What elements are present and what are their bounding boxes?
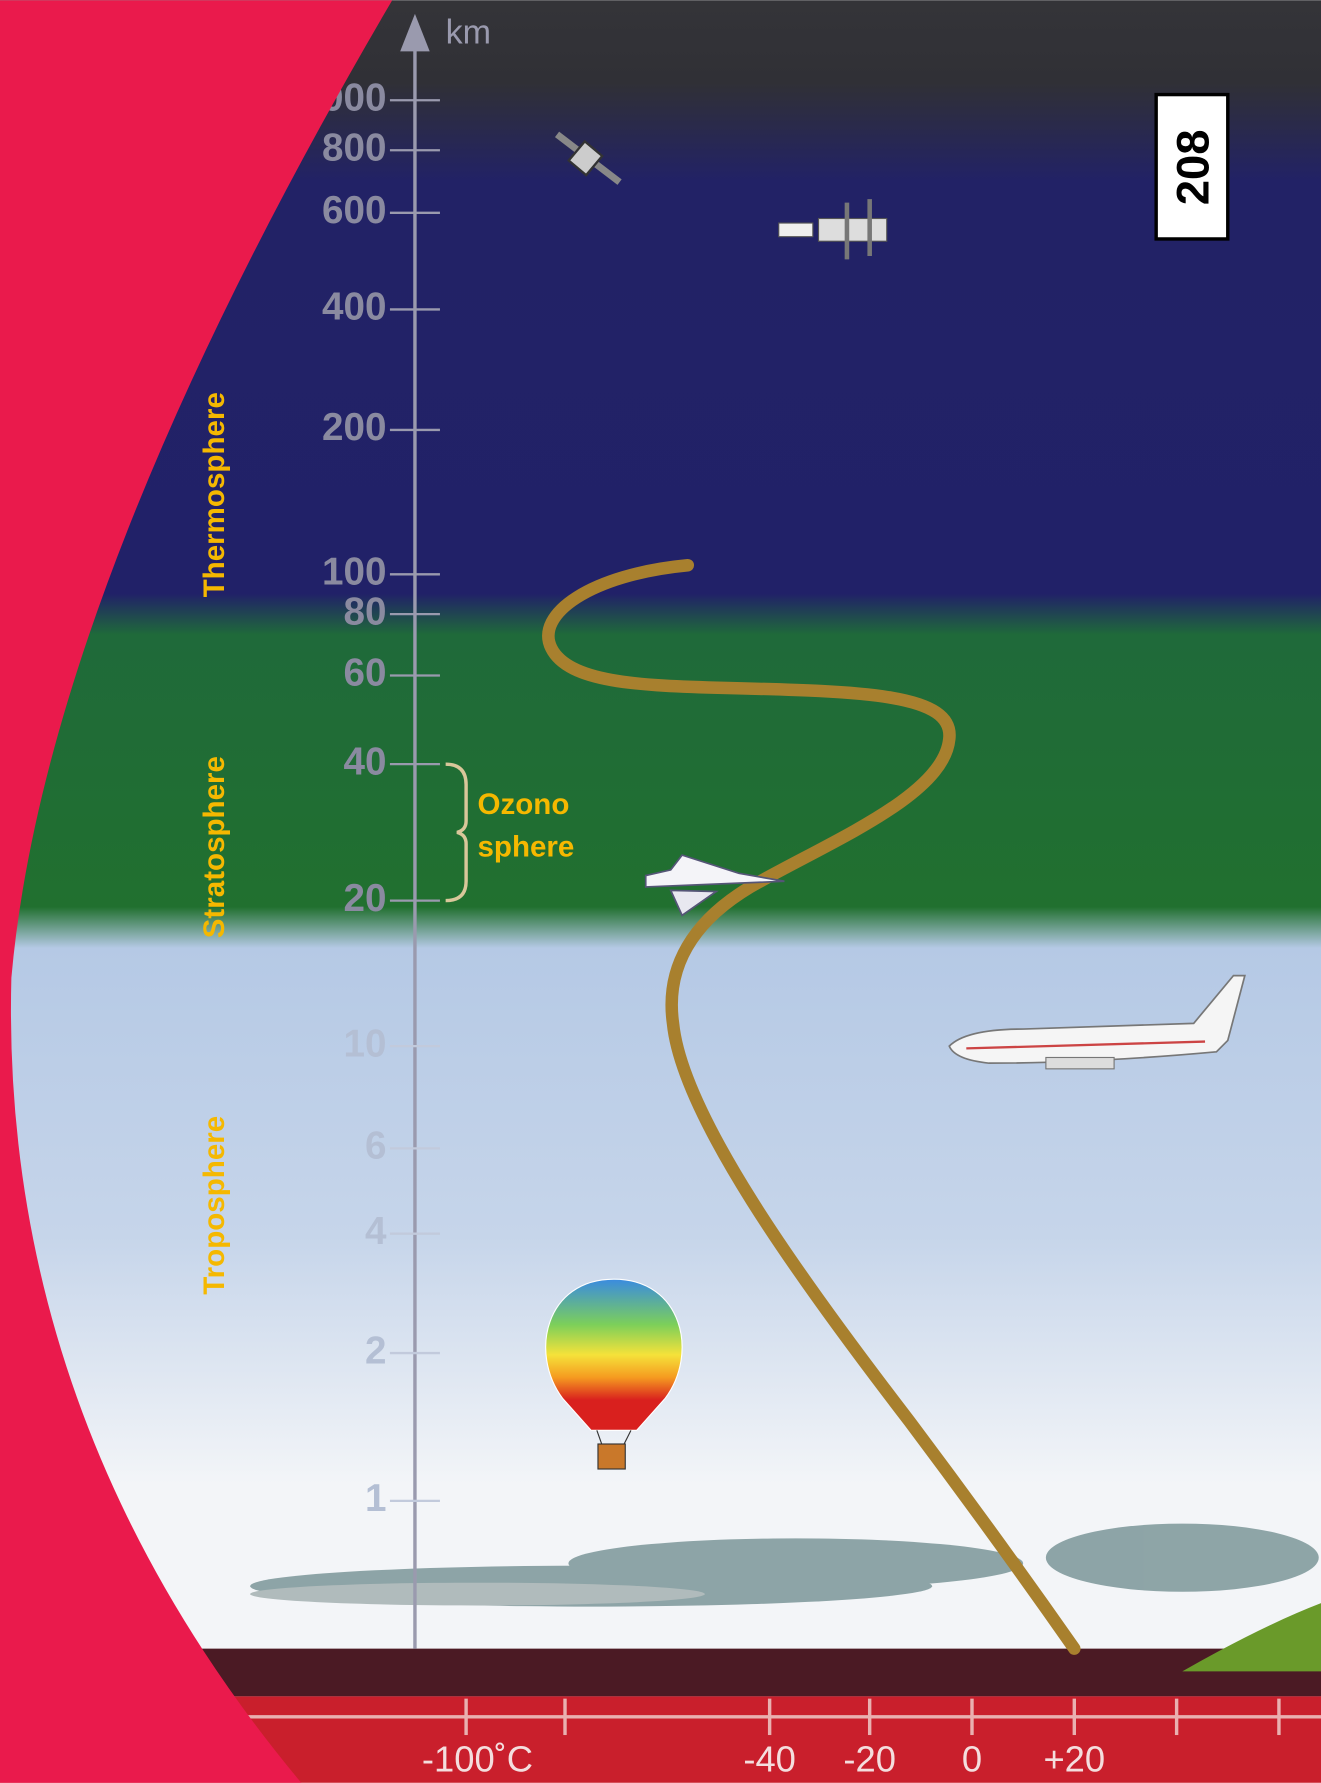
altitude-tick-label: 40 bbox=[344, 740, 387, 783]
altitude-tick-label: 400 bbox=[322, 286, 386, 329]
side-band bbox=[0, 0, 393, 1783]
altitude-tick-label: 80 bbox=[344, 590, 387, 633]
temperature-tick-label: -100˚C bbox=[422, 1738, 533, 1779]
ozone-label: Ozono bbox=[477, 788, 569, 821]
temperature-tick-label: -40 bbox=[743, 1738, 796, 1779]
temperature-tick-label: +20 bbox=[1043, 1738, 1105, 1779]
altitude-tick-label: 6 bbox=[365, 1125, 387, 1168]
layer-label: Thermosphere bbox=[198, 392, 231, 597]
altitude-tick-label: 200 bbox=[322, 406, 386, 449]
altitude-tick-label: 4 bbox=[365, 1210, 387, 1253]
altitude-tick-label: 10 bbox=[344, 1022, 387, 1065]
airliner bbox=[948, 974, 1246, 1070]
altitude-tick-label: 20 bbox=[344, 877, 387, 920]
page-number-box bbox=[1154, 92, 1230, 241]
satellite bbox=[554, 131, 622, 185]
altitude-tick-label: 800 bbox=[322, 126, 386, 169]
altitude-tick-label: 100 bbox=[322, 551, 386, 594]
space-station bbox=[778, 199, 888, 260]
temperature-curve bbox=[542, 558, 1081, 1655]
temperature-tick-label: 0 bbox=[962, 1738, 982, 1779]
page-number: 208 bbox=[1167, 129, 1218, 205]
axis-unit: km bbox=[446, 13, 491, 51]
layer-label: Stratosphere bbox=[198, 756, 231, 938]
altitude-tick-label: 1 bbox=[365, 1477, 387, 1520]
altitude-tick-label: 2 bbox=[365, 1329, 387, 1372]
fighter-jet bbox=[644, 854, 785, 917]
clouds bbox=[250, 1523, 1319, 1607]
ozone-bracket bbox=[445, 762, 468, 903]
layer-label: Troposphere bbox=[198, 1116, 231, 1295]
hot-air-balloon bbox=[545, 1278, 683, 1470]
ozone-label: sphere bbox=[477, 830, 574, 863]
temperature-ticks: -100˚C -40 -20 0 +20 bbox=[422, 1698, 1281, 1779]
hill bbox=[1182, 1603, 1321, 1672]
temperature-tick-label: -20 bbox=[843, 1738, 896, 1779]
axis-arrow bbox=[400, 13, 430, 52]
altitude-tick-label: 600 bbox=[322, 189, 386, 232]
altitude-tick-label: 60 bbox=[344, 652, 387, 695]
